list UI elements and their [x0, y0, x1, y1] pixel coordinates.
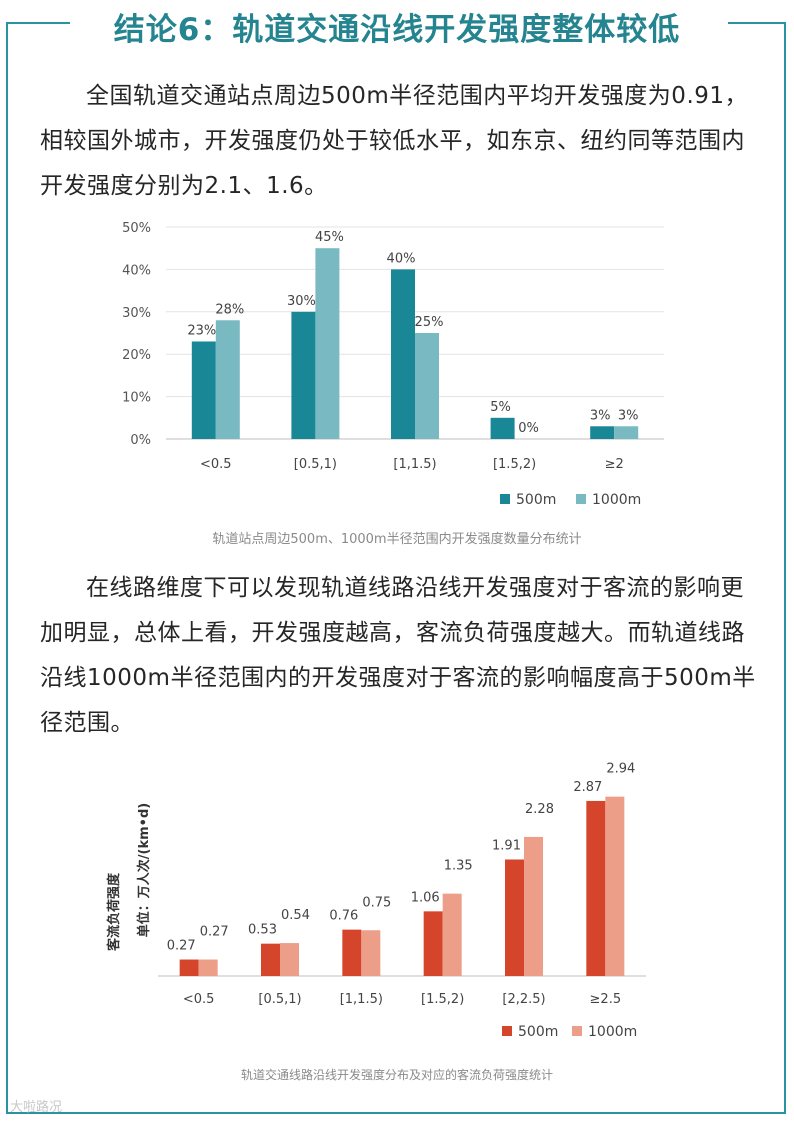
x-category-label: [1.5,2) — [493, 457, 536, 472]
bar-500m — [342, 929, 362, 976]
bar-1000m — [614, 426, 639, 439]
legend-swatch-1000m — [576, 494, 586, 504]
x-category-label: [0.5,1) — [258, 992, 301, 1007]
data-label: 23% — [187, 323, 216, 338]
y-tick-label: 10% — [122, 391, 151, 406]
data-label: 45% — [315, 230, 344, 245]
bar-1000m — [605, 796, 625, 976]
frame-top-left-rule — [6, 22, 70, 24]
y-tick-label: 20% — [122, 348, 151, 363]
bar-1000m — [442, 893, 462, 976]
bar-500m — [391, 269, 415, 439]
paragraph-line-analysis: 在线路维度下可以发现轨道线路沿线开发强度对于客流的影响更加明显，总体上看，开发强… — [40, 575, 756, 736]
data-label: 0.75 — [362, 895, 391, 910]
bar-500m — [586, 800, 606, 976]
legend-swatch-500m — [502, 1026, 512, 1036]
data-label: 3% — [590, 408, 611, 423]
data-label: 0.27 — [200, 925, 229, 940]
bar-500m — [505, 859, 524, 976]
page-frame — [6, 22, 786, 1114]
y-tick-label: 40% — [122, 263, 151, 278]
legend-label: 1000m — [592, 492, 641, 508]
x-category-label: ≥2.5 — [590, 992, 622, 1007]
bar-500m — [423, 911, 443, 976]
legend-swatch-500m — [500, 494, 510, 504]
bar-1000m — [198, 959, 218, 976]
data-label: 1.91 — [492, 838, 521, 853]
bar-1000m — [280, 943, 299, 976]
x-category-label: <0.5 — [200, 457, 232, 472]
y-tick-label: 50% — [122, 221, 151, 236]
data-label: 1.35 — [444, 859, 473, 874]
y-tick-label: 0% — [130, 433, 151, 448]
legend-label: 500m — [516, 492, 556, 508]
bar-500m — [490, 417, 515, 439]
data-label: 2.87 — [573, 780, 602, 795]
chart-development-intensity-distribution: 0% 10% 20% 30% 40% 50% <0.5 23% 28% [0.5,1) 30% 45%… — [122, 221, 664, 508]
data-label: 2.94 — [606, 762, 635, 777]
data-label: 25% — [415, 315, 444, 330]
x-category-label: [0.5,1) — [294, 457, 337, 472]
bar-500m — [590, 426, 615, 439]
x-category-label: [1,1.5) — [393, 457, 436, 472]
bar-500m — [291, 311, 316, 439]
legend-swatch-1000m — [572, 1026, 582, 1036]
data-label: 5% — [490, 400, 511, 415]
y-axis-unit: 单位：万人次/(km•d) — [136, 803, 152, 937]
data-label: 0.54 — [281, 908, 310, 923]
bar-500m — [179, 959, 199, 976]
y-axis-label: 客流负荷强度 — [106, 872, 122, 951]
data-label: 0.76 — [329, 909, 358, 924]
x-category-label: <0.5 — [183, 992, 215, 1007]
legend-label: 1000m — [588, 1024, 637, 1040]
watermark: 大啦路况 — [10, 1100, 63, 1115]
page-title: 结论6：轨道交通沿线开发强度整体较低 — [113, 12, 681, 48]
data-label: 40% — [387, 251, 416, 266]
frame-top-right-rule — [728, 22, 786, 24]
data-label: 1.06 — [411, 890, 440, 905]
data-label: 0.53 — [248, 923, 277, 938]
chart2-caption: 轨道交通线路沿线开发强度分布及对应的客流负荷强度统计 — [240, 1068, 553, 1082]
bar-1000m — [215, 320, 240, 439]
chart1-caption: 轨道站点周边500m、1000m半径范围内开发强度数量分布统计 — [212, 532, 582, 547]
data-label: 3% — [618, 408, 639, 423]
bar-1000m — [361, 930, 381, 976]
x-category-label: [1,1.5) — [340, 992, 383, 1007]
x-category-label: [2,2.5) — [502, 992, 545, 1007]
bar-500m — [261, 943, 280, 976]
bar-1000m — [415, 333, 439, 439]
data-label: 28% — [215, 302, 244, 317]
data-label: 2.28 — [525, 802, 554, 817]
data-label: 30% — [287, 294, 316, 309]
data-label: 0.27 — [167, 939, 196, 954]
data-label: 0% — [518, 421, 539, 436]
y-tick-label: 30% — [122, 306, 151, 321]
bar-1000m — [524, 836, 543, 976]
bar-1000m — [315, 248, 340, 439]
legend-label: 500m — [518, 1024, 558, 1040]
x-category-label: [1.5,2) — [421, 992, 464, 1007]
bar-500m — [191, 341, 216, 439]
x-category-label: ≥2 — [605, 457, 624, 472]
paragraph-intro: 全国轨道交通站点周边500m半径范围内平均开发强度为0.91，相较国外城市，开发… — [40, 83, 749, 199]
